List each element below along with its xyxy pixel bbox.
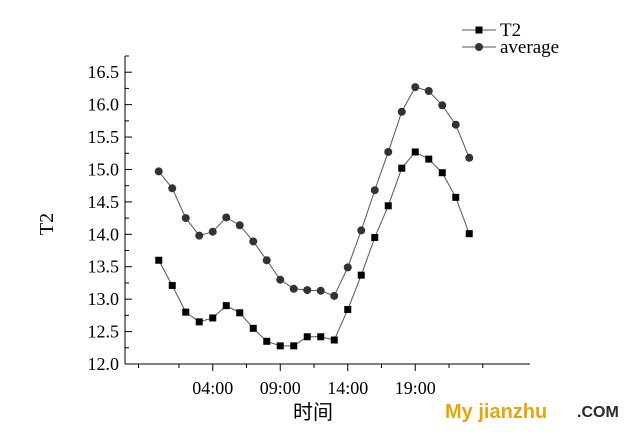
data-point-circle: [411, 83, 420, 92]
data-point-circle: [343, 263, 352, 272]
data-point-square: [276, 342, 284, 350]
data-point-square: [357, 271, 365, 279]
data-point-circle: [424, 87, 433, 96]
series-line: [158, 151, 470, 347]
legend-label: T2: [500, 20, 521, 41]
data-point-circle: [370, 186, 379, 195]
y-tick-label: 15.0: [88, 159, 120, 179]
y-axis-label: T2: [36, 213, 58, 235]
legend-marker-square: [475, 26, 483, 34]
data-point-circle: [465, 153, 474, 162]
data-point-square: [384, 202, 392, 210]
data-point-square: [330, 336, 338, 344]
y-tick-label: 16.0: [88, 95, 120, 115]
data-point-square: [249, 324, 257, 332]
y-tick-label: 12.5: [88, 322, 120, 342]
x-tick-label: 09:00: [260, 378, 301, 398]
data-point-square: [182, 308, 190, 316]
y-tick-label: 14.5: [88, 192, 120, 212]
data-point-square: [290, 342, 298, 350]
watermark-brand: My jianzhu: [445, 401, 547, 423]
y-tick-labels: 12.0 12.5 13.0 13.5 14.0 14.5 15.0 15.5 16.0 16.5: [88, 62, 120, 374]
axes: [124, 55, 530, 371]
data-point-circle: [438, 101, 447, 110]
data-point-circle: [276, 275, 285, 284]
watermark-suffix: .COM: [577, 404, 619, 421]
data-point-square: [411, 148, 419, 156]
x-tick-label: 19:00: [395, 378, 436, 398]
y-tick-label: 14.0: [88, 224, 120, 244]
x-tick-label: 14:00: [327, 378, 368, 398]
data-point-circle: [303, 286, 312, 295]
data-point-circle: [235, 221, 244, 230]
data-point-square: [222, 302, 230, 310]
data-point-circle: [384, 147, 393, 156]
data-point-circle: [222, 213, 231, 222]
y-tick-label: 12.0: [88, 354, 120, 374]
data-point-circle: [195, 231, 204, 240]
y-tick-label: 15.5: [88, 127, 120, 147]
y-tick-label: 13.0: [88, 289, 120, 309]
legend-label: average: [500, 37, 559, 58]
data-point-square: [303, 333, 311, 341]
data-point-square: [452, 193, 460, 201]
x-tick-label: 04:00: [192, 378, 233, 398]
data-point-square: [155, 256, 163, 264]
y-tick-label: 13.5: [88, 257, 120, 277]
data-point-square: [398, 164, 406, 172]
data-point-square: [344, 306, 352, 314]
data-point-circle: [451, 120, 460, 129]
data-point-square: [236, 309, 244, 317]
data-point-circle: [208, 227, 217, 236]
series-average: [154, 83, 474, 300]
data-point-square: [438, 169, 446, 177]
data-point-circle: [154, 167, 163, 176]
data-point-circle: [289, 284, 298, 293]
data-point-circle: [168, 184, 177, 193]
data-point-square: [209, 314, 217, 322]
data-point-square: [168, 282, 176, 290]
data-point-circle: [330, 291, 339, 300]
x-axis-label: 时间: [293, 401, 333, 424]
series-layer: [154, 83, 474, 350]
series-T2: [155, 148, 473, 350]
y-tick-label: 16.5: [88, 62, 120, 82]
data-point-square: [263, 337, 271, 345]
data-point-square: [317, 333, 325, 341]
series-line: [158, 86, 470, 297]
legend-marker-circle: [475, 43, 483, 51]
data-point-square: [465, 230, 473, 238]
data-point-square: [195, 318, 203, 326]
data-point-circle: [397, 107, 406, 116]
x-tick-labels: 04:00 09:00 14:00 19:00: [192, 378, 436, 398]
data-point-square: [425, 155, 433, 163]
data-point-circle: [316, 286, 325, 295]
data-point-circle: [181, 214, 190, 223]
data-point-circle: [249, 237, 258, 246]
data-point-circle: [357, 226, 366, 235]
data-point-circle: [262, 256, 271, 265]
data-point-square: [371, 234, 379, 242]
